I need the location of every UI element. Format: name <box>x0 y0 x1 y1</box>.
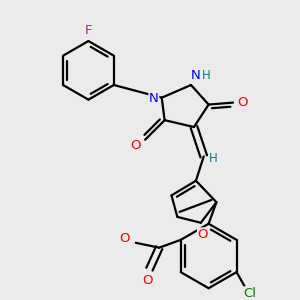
Text: N: N <box>191 69 201 82</box>
Text: N: N <box>149 92 159 105</box>
Text: Cl: Cl <box>244 287 257 300</box>
Text: H: H <box>209 152 218 165</box>
Text: H: H <box>202 69 211 82</box>
Text: O: O <box>130 139 141 152</box>
Text: O: O <box>142 274 153 287</box>
Text: O: O <box>238 96 248 109</box>
Text: O: O <box>197 228 208 241</box>
Text: F: F <box>85 24 92 37</box>
Text: O: O <box>119 232 129 245</box>
